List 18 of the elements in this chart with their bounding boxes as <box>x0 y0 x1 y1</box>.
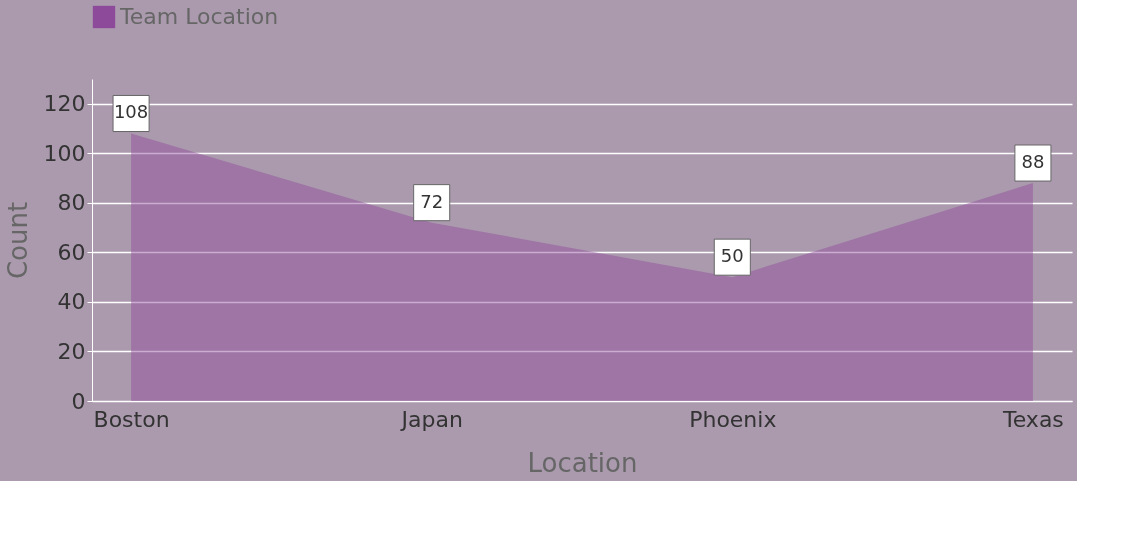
y-tick-label: 0 <box>71 388 86 414</box>
data-label: 108 <box>113 101 149 123</box>
x-tick-label: Texas <box>1002 406 1064 432</box>
legend-label: Team Location <box>119 4 279 29</box>
y-axis-title: Count <box>2 201 33 280</box>
data-label: 88 <box>1021 151 1045 173</box>
x-tick-label: Phoenix <box>689 406 777 432</box>
y-tick-label: 100 <box>43 140 86 166</box>
x-tick-label: Japan <box>399 406 463 432</box>
x-tick-label: Boston <box>93 406 170 432</box>
data-label: 50 <box>720 245 744 267</box>
x-axis-title: Location <box>527 447 638 478</box>
y-tick-label: 60 <box>57 239 86 265</box>
y-tick-label: 120 <box>43 91 86 117</box>
y-tick-label: 80 <box>57 190 86 216</box>
y-tick-label: 20 <box>57 338 86 364</box>
y-tick-label: 40 <box>57 289 86 315</box>
data-label: 72 <box>420 190 444 212</box>
